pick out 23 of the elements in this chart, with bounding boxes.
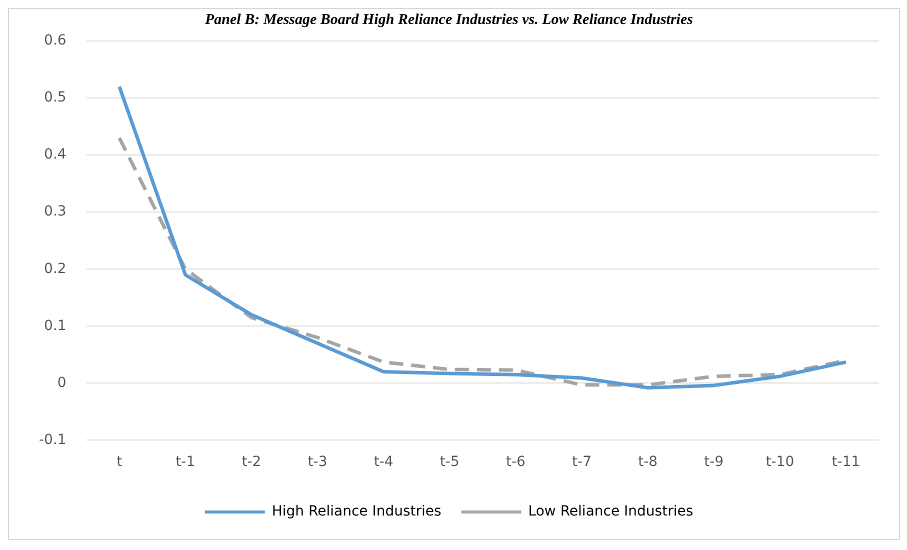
y-tick-label: 0.4 bbox=[44, 146, 66, 163]
y-tick-label: 0 bbox=[57, 374, 66, 391]
x-tick-label: t-4 bbox=[374, 454, 394, 470]
y-tick-label: 0.6 bbox=[44, 32, 66, 49]
x-tick-label: t-2 bbox=[242, 454, 262, 470]
x-tick-label: t-3 bbox=[308, 454, 328, 470]
chart-title: Panel B: Message Board High Reliance Industries vs. Low Reliance Industries bbox=[205, 12, 694, 28]
x-tick-label: t-5 bbox=[440, 454, 460, 470]
x-tick-label: t-9 bbox=[704, 454, 724, 470]
x-tick-label: t-1 bbox=[176, 454, 196, 470]
x-tick-label: t-8 bbox=[638, 454, 658, 470]
y-tick-label: 0.3 bbox=[44, 204, 66, 220]
x-tick-label: t-10 bbox=[766, 454, 794, 470]
y-tick-label: -0.1 bbox=[38, 432, 66, 448]
x-tick-label: t bbox=[116, 454, 123, 470]
x-tick-label: t-6 bbox=[506, 454, 526, 470]
x-tick-label: t-7 bbox=[572, 454, 592, 470]
legend-label: High Reliance Industries bbox=[272, 504, 442, 520]
y-tick-label: 0.5 bbox=[44, 90, 66, 106]
legend-label: Low Reliance Industries bbox=[528, 504, 694, 520]
y-tick-label: 0.1 bbox=[44, 318, 66, 334]
y-tick-label: 0.2 bbox=[44, 260, 66, 277]
x-tick-label: t-11 bbox=[832, 454, 860, 470]
